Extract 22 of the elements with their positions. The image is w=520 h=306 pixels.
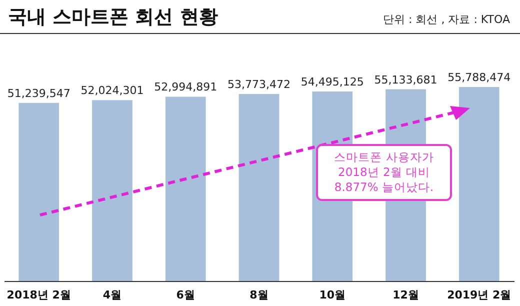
data-label: 53,773,472 bbox=[228, 78, 290, 92]
chart-subtitle: 단위 : 회선 , 자료 : KTOA bbox=[383, 12, 510, 27]
bar bbox=[18, 102, 60, 281]
data-label: 52,024,301 bbox=[80, 84, 144, 98]
x-tick-label: 2019년 2월 bbox=[447, 288, 512, 302]
data-label: 52,994,891 bbox=[154, 80, 218, 94]
bar bbox=[165, 96, 206, 281]
x-tick-label: 4월 bbox=[102, 288, 122, 302]
data-label: 55,133,681 bbox=[374, 73, 438, 86]
data-label: 54,495,125 bbox=[300, 76, 364, 88]
bar bbox=[238, 94, 280, 281]
data-label: 51,239,547 bbox=[7, 86, 70, 100]
bar bbox=[92, 100, 132, 281]
x-tick-label: 10월 bbox=[319, 288, 346, 302]
bar bbox=[458, 87, 500, 281]
x-tick-label: 2018년 2월 bbox=[6, 288, 71, 302]
data-label: 55,788,474 bbox=[448, 71, 511, 84]
x-tick-label: 12월 bbox=[392, 288, 419, 302]
x-tick-label: 6월 bbox=[176, 288, 195, 302]
x-tick-label: 8월 bbox=[250, 288, 268, 302]
speech-bubble: 스마트폰 사용자가 2018년 2월 대비 8.877% 늘어났다. bbox=[316, 144, 452, 201]
chart-title: 국내 스마트폰 회선 현황 bbox=[8, 5, 218, 30]
